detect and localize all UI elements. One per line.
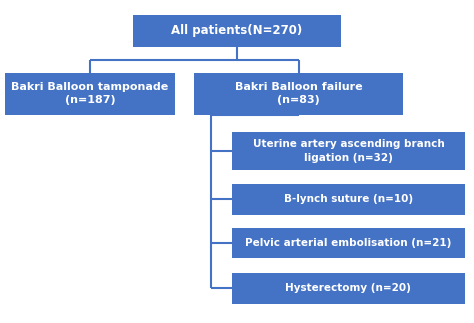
FancyBboxPatch shape <box>232 273 465 304</box>
Text: Pelvic arterial embolisation (n=21): Pelvic arterial embolisation (n=21) <box>245 238 452 248</box>
FancyBboxPatch shape <box>5 73 175 115</box>
Text: Uterine artery ascending branch
ligation (n=32): Uterine artery ascending branch ligation… <box>253 140 444 162</box>
Text: Bakri Balloon tamponade
(n=187): Bakri Balloon tamponade (n=187) <box>11 82 169 105</box>
FancyBboxPatch shape <box>133 15 341 47</box>
FancyBboxPatch shape <box>232 132 465 170</box>
FancyBboxPatch shape <box>194 73 403 115</box>
FancyBboxPatch shape <box>232 228 465 258</box>
Text: B-lynch suture (n=10): B-lynch suture (n=10) <box>284 194 413 204</box>
Text: Bakri Balloon failure
(n=83): Bakri Balloon failure (n=83) <box>235 82 363 105</box>
FancyBboxPatch shape <box>232 184 465 215</box>
Text: All patients(N=270): All patients(N=270) <box>172 24 302 37</box>
Text: Hysterectomy (n=20): Hysterectomy (n=20) <box>285 283 411 293</box>
